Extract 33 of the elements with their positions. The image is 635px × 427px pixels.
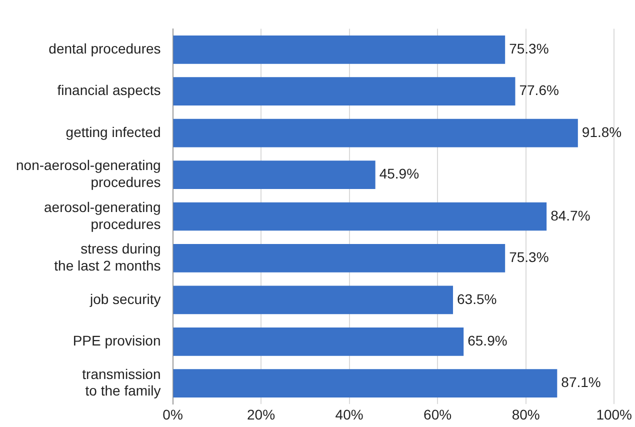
y-tick-label: transmission to the family [82, 366, 161, 399]
y-tick-label: non-aerosol-generating procedures [16, 157, 161, 190]
bar [173, 244, 506, 272]
x-tick-label: 80% [512, 406, 540, 422]
data-label: 45.9% [379, 166, 420, 182]
bar [173, 369, 558, 398]
x-tick-label: 40% [335, 406, 364, 422]
y-tick-label: stress during the last 2 months [54, 240, 161, 274]
data-label: 75.3% [509, 40, 549, 57]
y-tick-label: dental procedures [48, 40, 161, 57]
data-label: 91.8% [582, 124, 622, 140]
x-tick-label: 100% [596, 406, 632, 422]
data-label: 63.5% [457, 290, 497, 307]
y-tick-label: getting infected [66, 124, 161, 140]
x-tick-label: 20% [247, 406, 276, 422]
data-label: 84.7% [550, 207, 590, 224]
data-label: 87.1% [561, 374, 601, 390]
data-label: 75.3% [509, 249, 549, 266]
data-label: 65.9% [468, 332, 508, 348]
y-tick-label: PPE provision [72, 332, 161, 348]
x-tick-label: 0% [162, 406, 183, 422]
bar [173, 35, 506, 64]
bar [173, 118, 578, 148]
bar [173, 160, 376, 189]
y-tick-label: financial aspects [57, 82, 161, 98]
y-tick-label: aerosol-generating procedures [44, 198, 161, 232]
bar [173, 286, 454, 314]
bar [173, 77, 516, 106]
data-label: 77.6% [519, 82, 559, 98]
bar [173, 327, 464, 356]
y-tick-label: job security [88, 290, 161, 307]
bar [173, 202, 547, 231]
x-tick-label: 60% [424, 406, 452, 422]
